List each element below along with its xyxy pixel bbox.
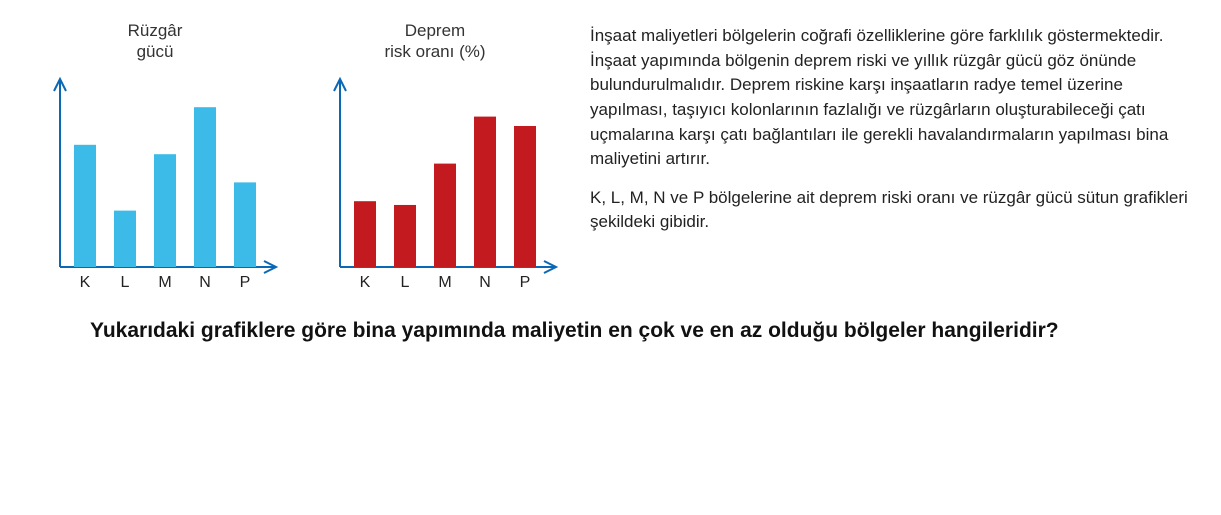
paragraph-2: K, L, M, N ve P bölgelerine ait deprem r… (590, 186, 1191, 235)
chart-category-label: K (360, 274, 371, 291)
chart-category-label: K (80, 274, 91, 291)
question-text: Yukarıdaki grafiklere göre bina yapımınd… (90, 317, 1090, 345)
paragraph-1: İnşaat maliyetleri bölgelerin coğrafi öz… (590, 24, 1191, 172)
chart-category-label: P (240, 274, 251, 291)
chart-bar (234, 182, 256, 267)
chart-bar (114, 210, 136, 266)
chart-quake: Deprem risk oranı (%) K L M N P (310, 20, 560, 297)
chart-category-label: N (199, 274, 211, 291)
chart-wind-title: Rüzgâr gücü (128, 20, 183, 63)
chart-bar (74, 144, 96, 266)
chart-category-label: N (479, 274, 491, 291)
chart-wind-area: KLMNP (30, 67, 280, 297)
chart-bar (354, 201, 376, 267)
chart-category-label: M (438, 274, 451, 291)
chart-bar (194, 107, 216, 267)
chart-bar (434, 163, 456, 266)
chart-bar (394, 204, 416, 266)
chart-category-label: L (401, 274, 410, 291)
top-row: Rüzgâr gücü K L M N P Deprem risk oranı (%) … (30, 20, 1191, 297)
chart-quake-title: Deprem risk oranı (%) (384, 20, 485, 63)
chart-bar (474, 116, 496, 266)
chart-wind-svg: KLMNP (30, 67, 280, 297)
chart-wind: Rüzgâr gücü K L M N P (30, 20, 280, 297)
chart-quake-area: KLMNP (310, 67, 560, 297)
chart-category-label: P (520, 274, 531, 291)
chart-bar (154, 154, 176, 267)
chart-category-label: L (121, 274, 130, 291)
description-text: İnşaat maliyetleri bölgelerin coğrafi öz… (590, 20, 1191, 249)
chart-quake-svg: KLMNP (310, 67, 560, 297)
chart-bar (514, 126, 536, 267)
chart-category-label: M (158, 274, 171, 291)
